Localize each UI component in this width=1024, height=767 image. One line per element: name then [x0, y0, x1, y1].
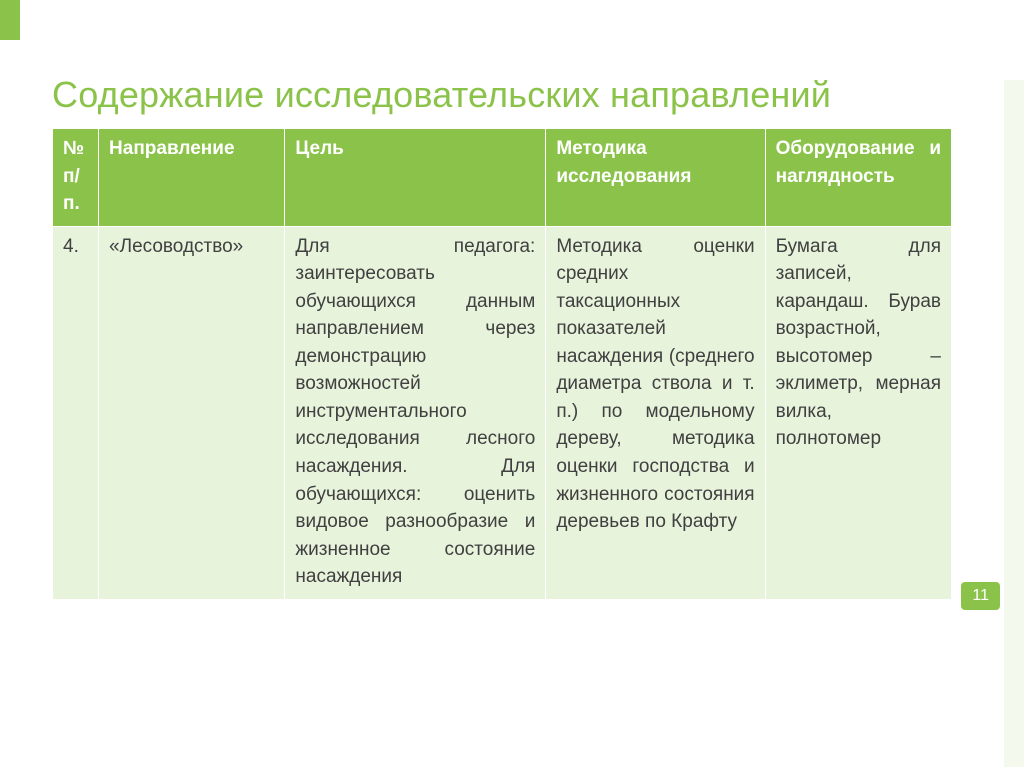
- cell-direction: «Лесоводство»: [99, 226, 285, 599]
- col-header-direction: Направление: [99, 129, 285, 227]
- slide: Содержание исследовательских направлений…: [0, 0, 1024, 767]
- research-table: № п/п. Направление Цель Методика исследо…: [52, 128, 952, 600]
- table-row: 4. «Лесоводство» Для педагога: заинтерес…: [53, 226, 952, 599]
- col-header-goal: Цель: [285, 129, 546, 227]
- accent-top-block: [0, 0, 20, 40]
- col-header-number: № п/п.: [53, 129, 99, 227]
- col-header-equipment: Оборудование и наглядность: [765, 129, 951, 227]
- table-header-row: № п/п. Направление Цель Методика исследо…: [53, 129, 952, 227]
- slide-title: Содержание исследовательских направлений: [52, 74, 964, 116]
- table: № п/п. Направление Цель Методика исследо…: [52, 128, 952, 600]
- col-header-method: Методика исследования: [546, 129, 765, 227]
- page-number-badge: 11: [961, 582, 1000, 610]
- cell-method: Методика оценки средних таксационных пок…: [546, 226, 765, 599]
- cell-goal: Для педагога: заинтересовать обучающихся…: [285, 226, 546, 599]
- cell-number: 4.: [53, 226, 99, 599]
- side-panel: [1004, 80, 1024, 767]
- cell-equipment: Бумага для записей, карандаш. Бурав возр…: [765, 226, 951, 599]
